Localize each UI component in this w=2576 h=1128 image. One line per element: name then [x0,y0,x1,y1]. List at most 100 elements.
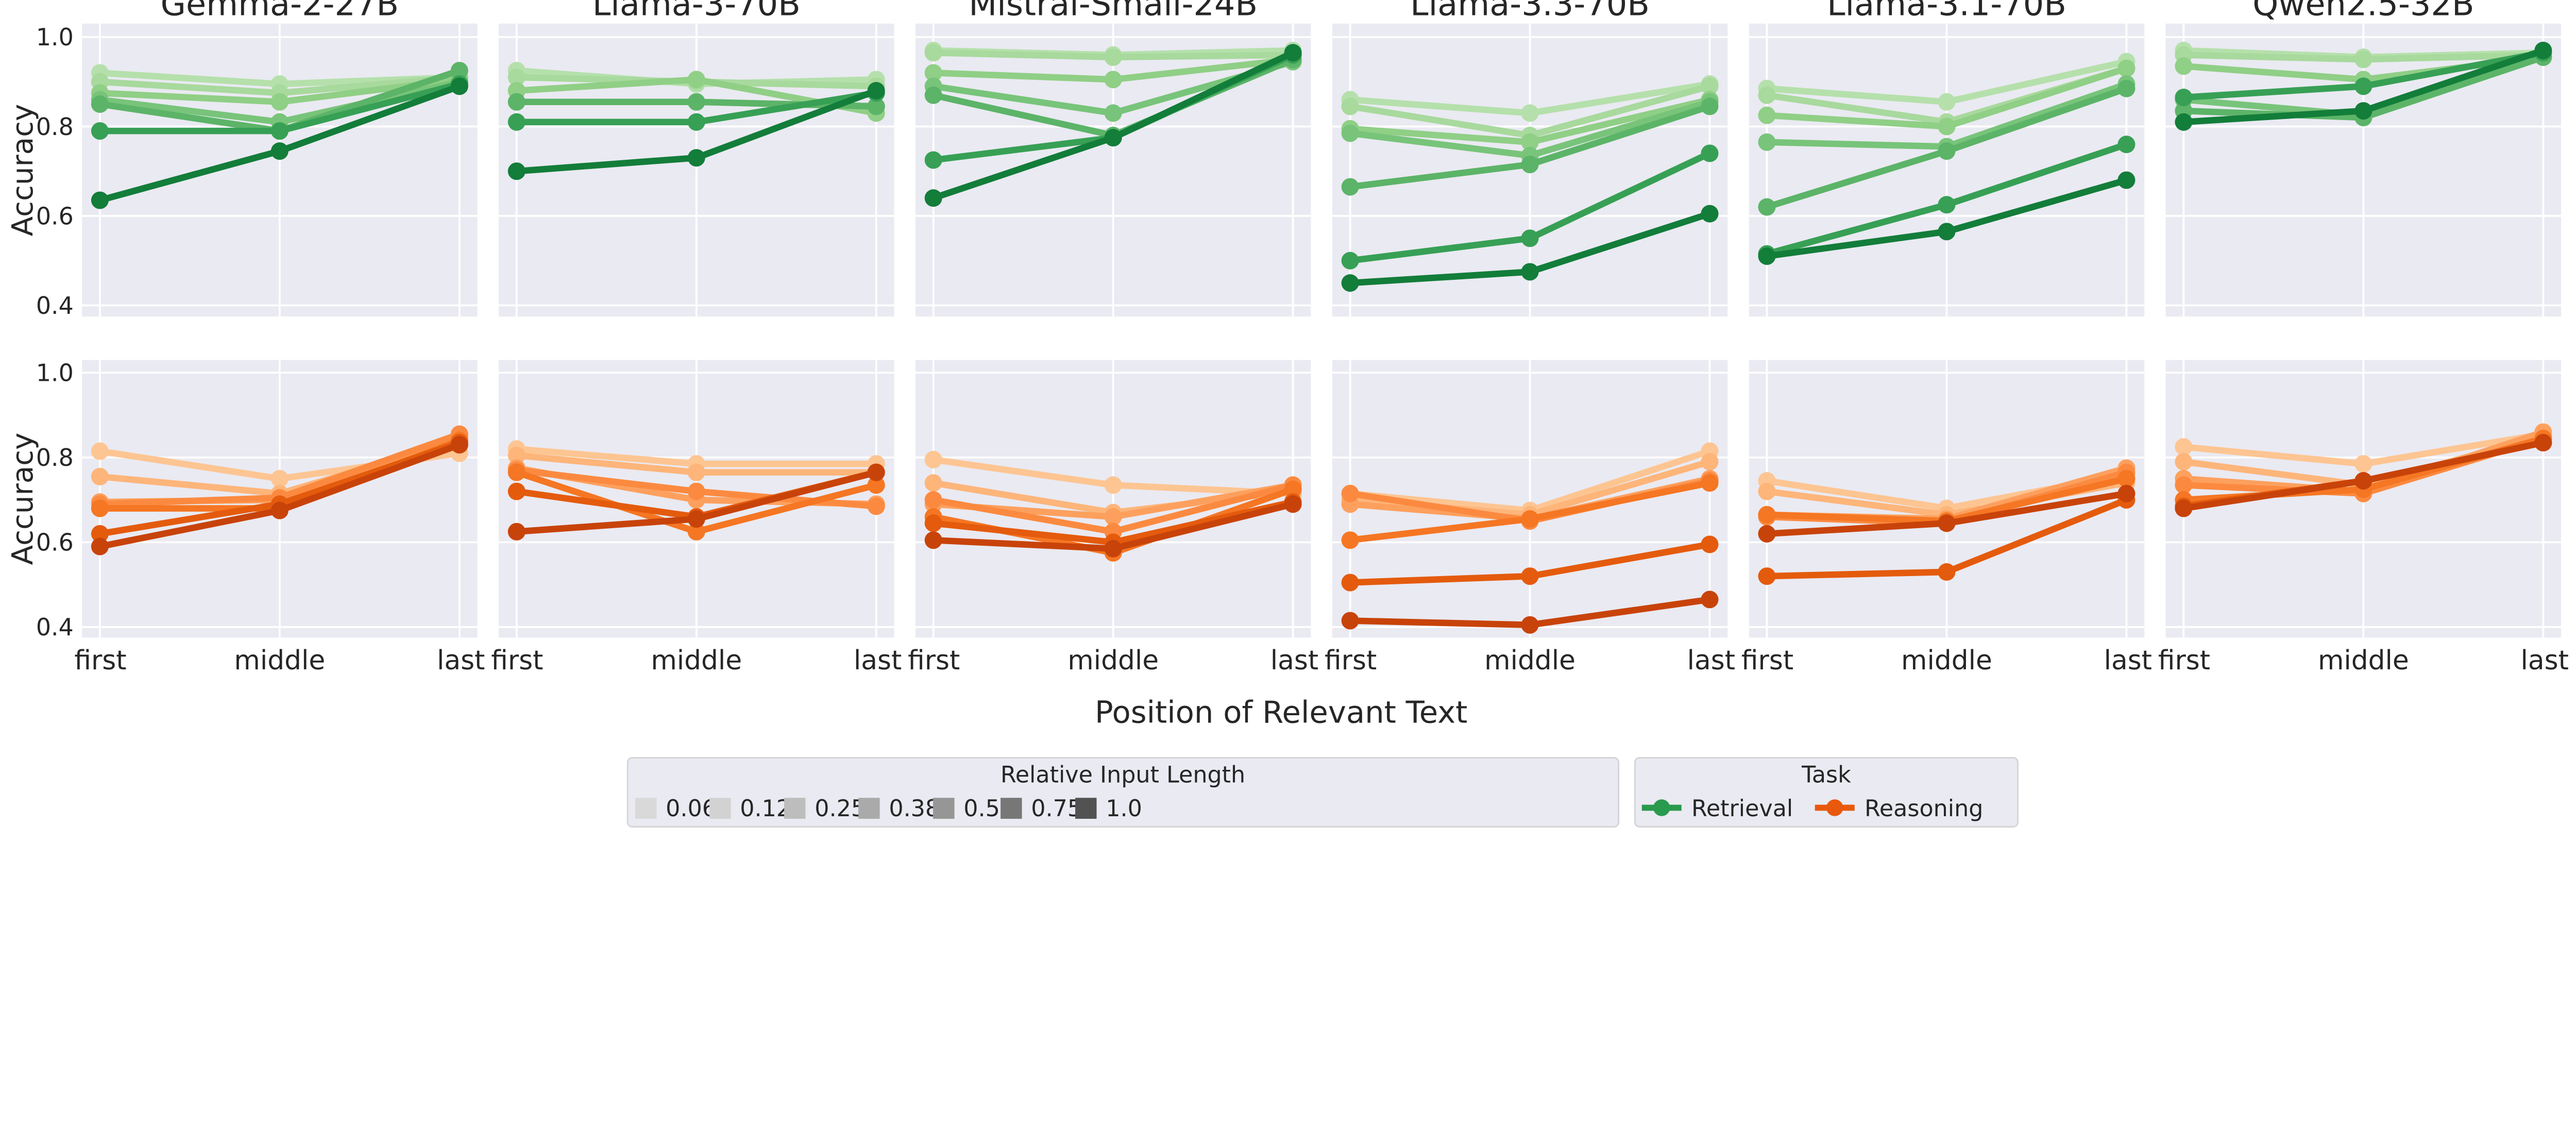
data-point [1758,247,1776,265]
data-point [91,442,109,460]
data-point [1938,223,1956,241]
data-point [1758,106,1776,124]
legend-relative-input-length: Relative Input Length 0.06 0.12 0.25 0.38 0.5… [626,757,1620,828]
data-point [1521,133,1539,151]
data-point [270,469,289,487]
data-point [2117,136,2136,154]
panel-1: 0.4 0.6 0.8 1.0 Accuracy Gemma-2-27B [6,0,478,319]
panel-4: Llama-3.3-70B [1332,0,1728,317]
legend-swatch [1075,798,1097,819]
data-point [1104,48,1122,66]
data-point [2175,499,2193,517]
data-point [924,151,942,169]
data-point [507,482,526,500]
panel-7: 0.4 0.6 0.8 1.0 first middle last Accuracy [6,359,485,676]
data-point [1758,198,1776,216]
y-tick-label: 1.0 [36,23,74,51]
data-point [1341,251,1359,270]
data-point [2175,113,2193,131]
series-retrieval-1.0 [1758,171,2136,265]
y-tick-label: 0.4 [36,292,74,319]
data-point [270,501,289,519]
data-point [91,467,109,485]
series-reasoning-1.0 [2175,434,2552,517]
data-point [1701,535,1719,553]
data-point [867,97,885,115]
series-reasoning-1.0 [1758,484,2136,543]
legend-box [1634,757,2019,828]
data-point [1104,71,1122,89]
series-reasoning-0.5 [1341,474,1719,549]
y-tick-label: 0.6 [36,202,74,230]
panel-title: Llama-3-70B [592,0,801,24]
data-point [1284,495,1302,513]
data-point [867,476,885,494]
data-point [687,510,705,528]
series-retrieval-1.0 [924,44,1302,207]
series-reasoning-1.0 [1341,591,1719,634]
legend-entry-label: 0.38 [889,796,940,822]
series-reasoning-0.5 [507,463,885,541]
y-tick-label: 0.4 [36,613,74,641]
panel-10: first middle last [1325,360,1735,676]
data-point [1341,531,1359,549]
data-point [924,450,942,468]
data-point [1104,508,1122,526]
data-point [2117,484,2136,502]
data-point [1521,156,1539,174]
legend-entry-label: Reasoning [1865,796,1983,822]
x-tick-label: first [2158,645,2210,676]
data-point [924,491,942,509]
data-point [1521,104,1539,122]
data-point [1521,263,1539,281]
y-axis-label: Accuracy [6,433,40,565]
data-point [1758,525,1776,543]
data-point [867,82,885,100]
data-point [1521,567,1539,585]
data-point [1758,482,1776,500]
data-point [924,474,942,492]
series-reasoning-1.0 [924,495,1302,558]
data-point [1938,196,1956,214]
x-tick-label: first [908,645,960,676]
legend-swatch [635,798,657,819]
data-point [1758,86,1776,104]
data-point [450,61,468,80]
x-tick-label: middle [1484,645,1575,676]
data-point [2175,438,2193,456]
data-point [2175,476,2193,494]
legend-entry-label: 0.75 [1031,796,1082,822]
panel-3: Mistral-Small-24B [915,0,1311,317]
panel-title: Llama-3.1-70B [1827,0,2066,24]
legend-marker-icon [1826,799,1843,816]
data-point [1758,133,1776,151]
x-tick-label: first [74,645,126,676]
data-point [924,531,942,549]
legend-title: Task [1801,762,1851,788]
series-reasoning-1.0 [91,436,468,555]
data-point [924,44,942,62]
panel-11: first middle last [1741,360,2152,676]
data-point [1701,144,1719,162]
data-point [1701,474,1719,492]
data-point [91,95,109,113]
series-retrieval-1.0 [2175,41,2552,131]
data-point [507,68,526,87]
x-axis-label: Position of Relevant Text [1095,694,1467,730]
panel-5: Llama-3.1-70B [1749,0,2145,317]
data-point [2354,77,2372,95]
data-point [91,537,109,555]
data-point [270,122,289,140]
data-point [1284,44,1302,62]
data-point [2117,171,2136,189]
data-point [1341,124,1359,142]
series-retrieval-0.5 [1341,97,1719,196]
x-tick-label: last [1270,645,1318,676]
panel-9: first middle last [908,360,1318,676]
x-tick-label: middle [651,645,742,676]
data-point [867,497,885,515]
y-tick-label: 0.6 [36,529,74,557]
data-point [2175,453,2193,471]
legend-entry-label: 0.06 [666,796,717,822]
series-retrieval-0.25 [1758,59,2136,136]
